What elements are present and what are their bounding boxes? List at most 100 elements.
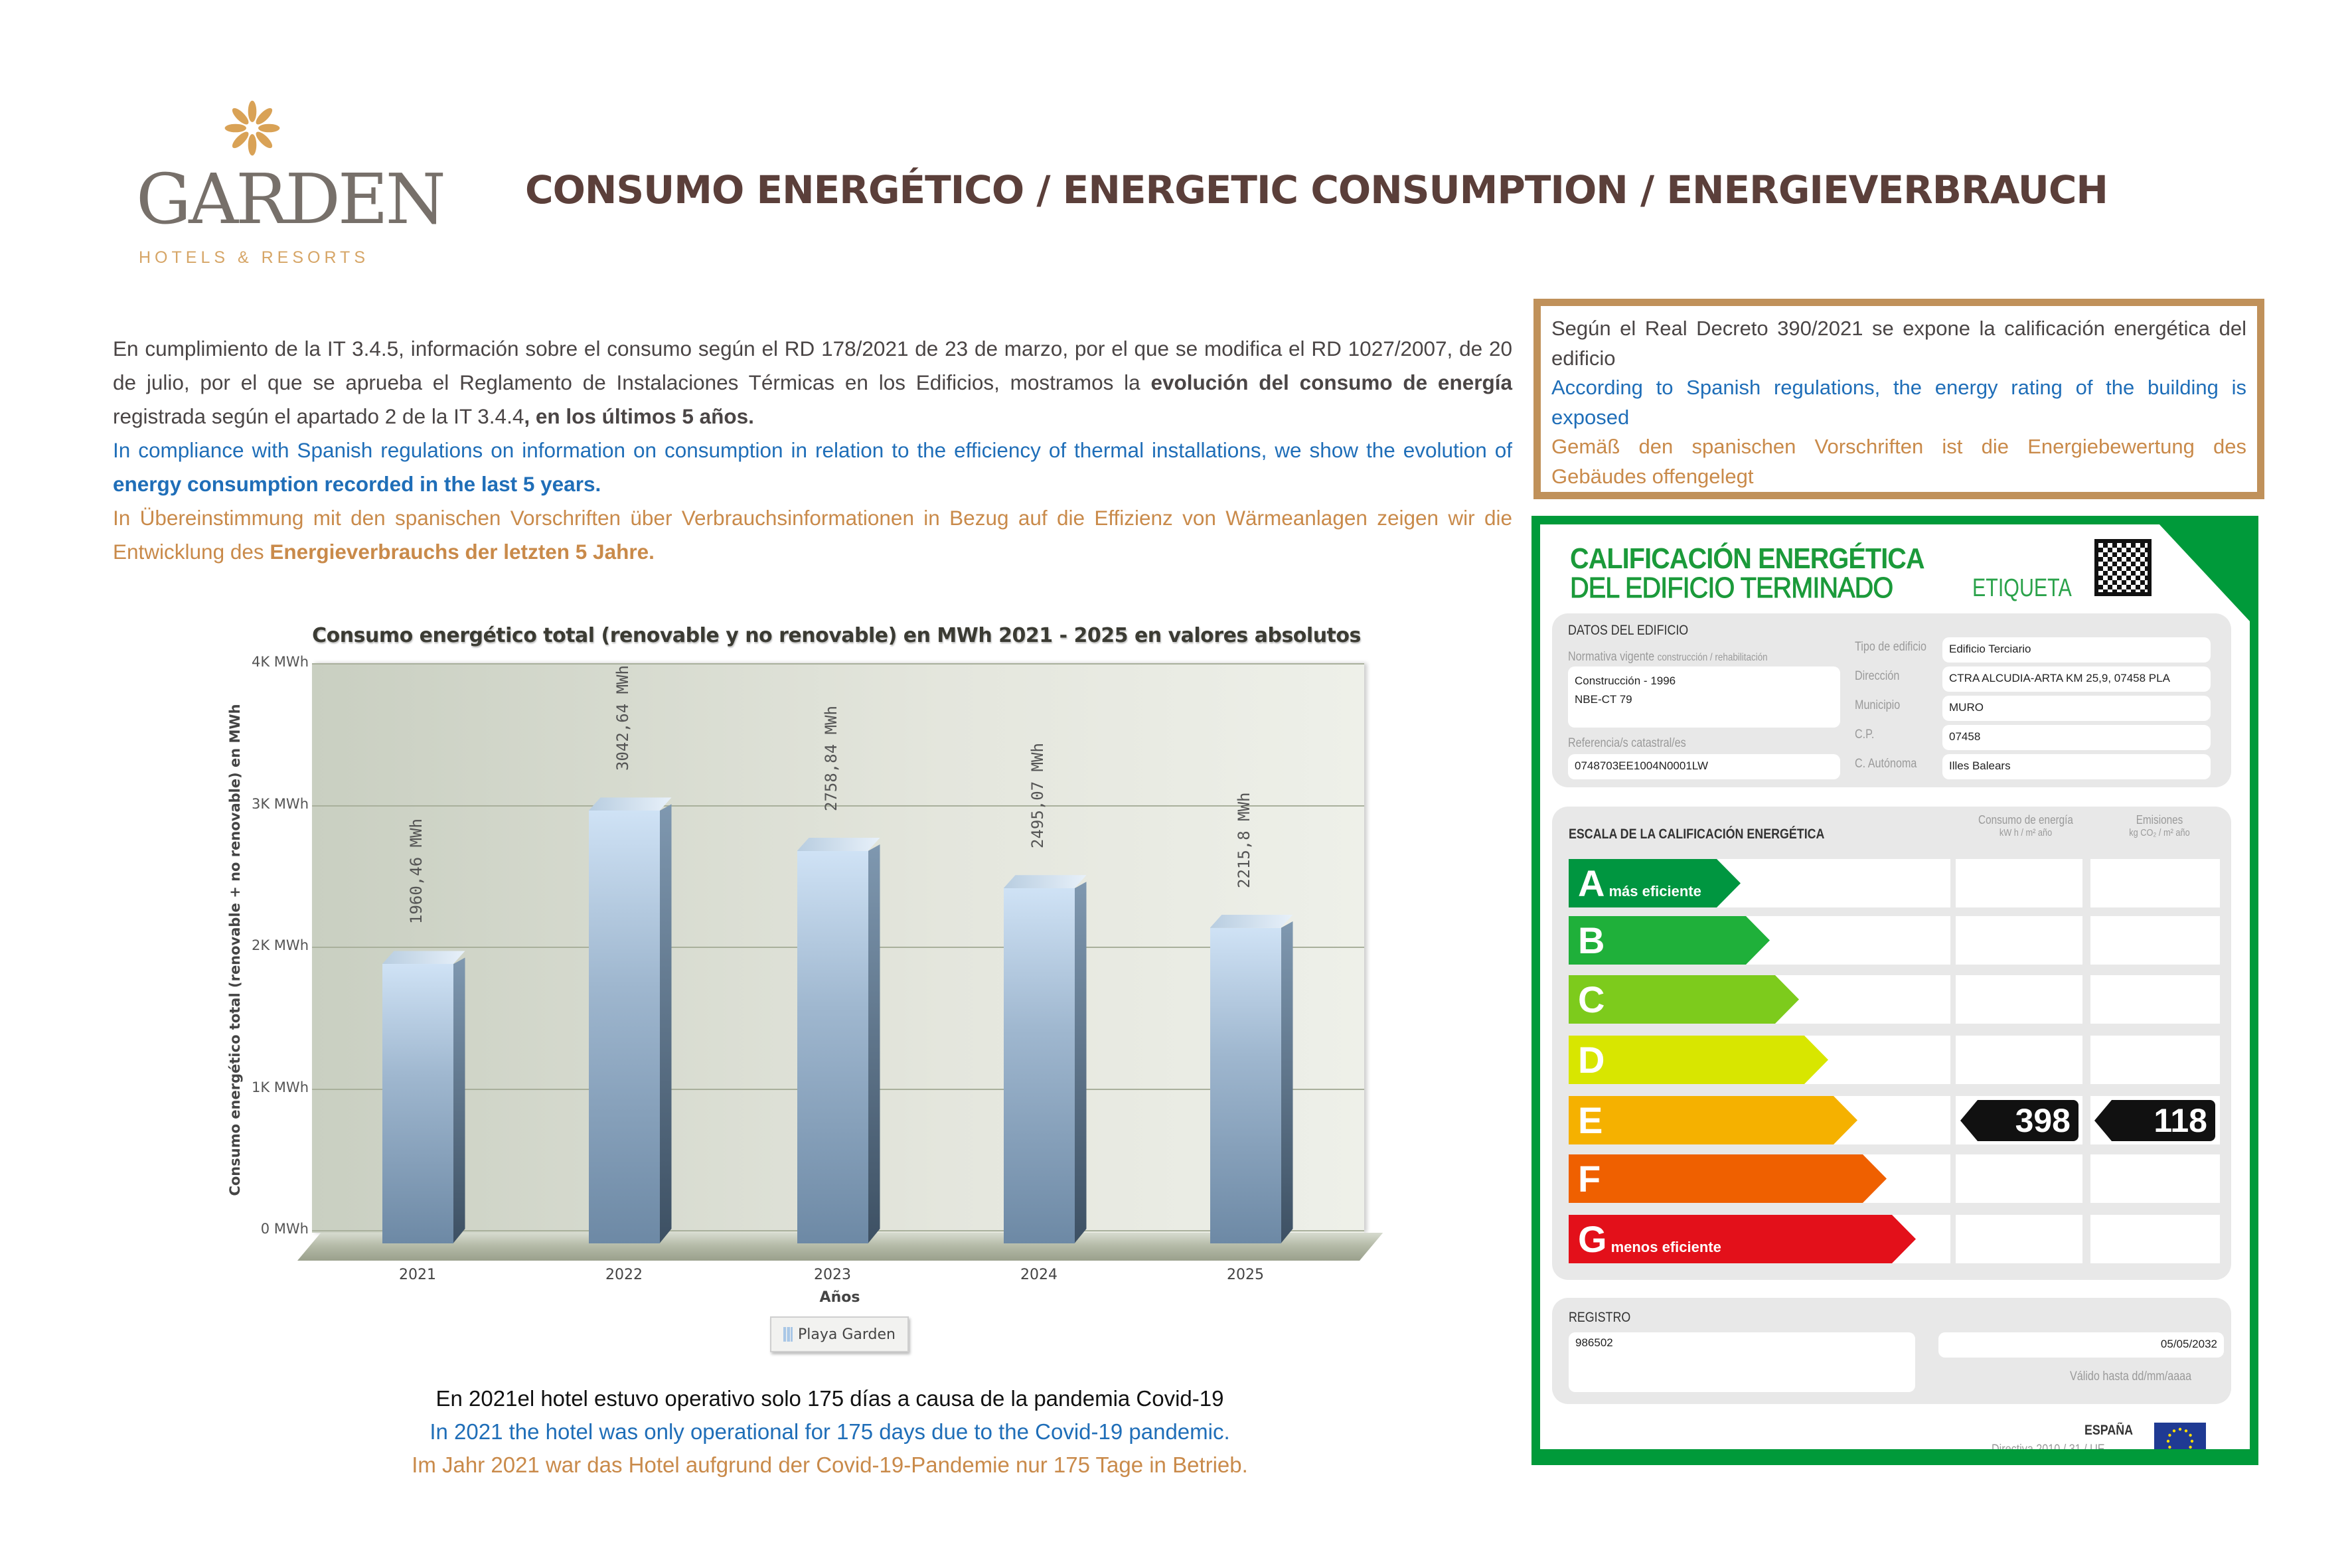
ca-label: C. Autónoma: [1855, 757, 1917, 771]
mun-label: Municipio: [1855, 698, 1901, 712]
rating-letter: C: [1578, 979, 1605, 1020]
data-labels: 1960,46 MWh 3042,64 MWh 2758,84 MWh 2495,07…: [312, 663, 1364, 1233]
rating-letter: E: [1578, 1099, 1603, 1141]
bar-top: [1004, 875, 1087, 888]
legend-item: Playa Garden: [798, 1326, 896, 1343]
gridline: [312, 805, 1364, 807]
rating-row-B: B: [1569, 916, 2233, 965]
chart-legend: Playa Garden: [770, 1316, 909, 1352]
label-title-2: DEL EDIFICIO TERMINADO: [1570, 572, 1894, 604]
text-bold: , en los últimos 5 años.: [524, 404, 754, 428]
text: Consumo de energía: [1978, 813, 2073, 826]
rating-note: menos eficiente: [1610, 1239, 1721, 1255]
x-tick-label: 2022: [605, 1267, 643, 1283]
bar-side: [1075, 882, 1087, 1243]
rating-arrow: D: [1569, 1036, 1828, 1084]
bar-chart-icon: [783, 1327, 793, 1342]
valid-until-label: Válido hasta dd/mm/aaaa: [2070, 1370, 2192, 1383]
bar-side: [1281, 921, 1293, 1243]
bar-2022: [588, 811, 660, 1243]
rating-letter: D: [1578, 1039, 1605, 1081]
gridline: [312, 663, 1364, 665]
rating-letter: A: [1578, 862, 1605, 904]
rating-letter: G: [1578, 1218, 1607, 1260]
cp-label: C.P.: [1855, 728, 1875, 742]
emisiones-cell: [2090, 975, 2220, 1024]
mun-field: MURO: [1942, 696, 2211, 721]
registro-number: 986502: [1569, 1332, 1915, 1392]
tipo-field: Edificio Terciario: [1942, 637, 2211, 663]
consumo-cell: [1956, 975, 2082, 1024]
rating-notice-es: Según el Real Decreto 390/2021 se expone…: [1551, 317, 2246, 370]
energy-label: CALIFICACIÓN ENERGÉTICA DEL EDIFICIO TER…: [1531, 516, 2258, 1465]
qr-code-icon: [2094, 539, 2152, 596]
directive: Directiva 2010 / 31 / UE: [1992, 1443, 2105, 1456]
data-label: 2215,8 MWh: [1235, 792, 1253, 888]
y-axis-label: Consumo energético total (renovable + no…: [227, 704, 243, 1196]
note-es: En 2021el hotel estuvo operativo solo 17…: [435, 1386, 1224, 1411]
data-label: 2495,07 MWh: [1028, 743, 1047, 849]
consumo-col-heading: Consumo de energía kW h / m² año: [1964, 813, 2088, 838]
bar-top: [797, 838, 880, 851]
text: In Übereinstimmung mit den spanischen Vo…: [113, 506, 1512, 564]
bar-side: [660, 804, 672, 1243]
y-tick-label: 3K MWh: [252, 795, 309, 812]
cp-field: 07458: [1942, 725, 2211, 750]
tipo-label: Tipo de edificio: [1855, 640, 1927, 654]
consumo-cell: [1956, 859, 2082, 907]
logo-wordmark: GARDEN: [136, 159, 446, 240]
rating-notice-de: Gemäß den spanischen Vorschriften ist di…: [1551, 435, 2246, 488]
text: construcción / rehabilitación: [1657, 652, 1768, 663]
consumo-cell: [1956, 1215, 2082, 1263]
data-label: 3042,64 MWh: [613, 665, 632, 771]
x-tick-label: 2025: [1227, 1267, 1264, 1283]
text: In compliance with Spanish regulations o…: [113, 438, 1512, 462]
data-label: 1960,46 MWh: [407, 819, 426, 925]
consumo-cell: [1956, 916, 2082, 965]
rating-arrow: E: [1569, 1096, 1857, 1144]
ca-field: Illes Balears: [1942, 754, 2211, 779]
data-label: 2758,84 MWh: [822, 706, 840, 811]
consumo-cell: [1956, 1036, 2082, 1084]
rating-arrow: C: [1569, 975, 1799, 1024]
bar-side: [868, 844, 880, 1243]
consumo-cell: [1956, 1154, 2082, 1203]
bar-top: [1210, 915, 1293, 928]
normativa-label: Normativa vigente construcción / rehabil…: [1568, 650, 1768, 665]
bar-2025: [1210, 927, 1281, 1243]
emisiones-cell: [2090, 916, 2220, 965]
rating-letter: F: [1578, 1158, 1601, 1200]
rating-note: más eficiente: [1608, 883, 1701, 900]
emisiones-cell: [2090, 859, 2220, 907]
note-en: In 2021 the hotel was only operational f…: [430, 1419, 1230, 1444]
rating-notice-box: Según el Real Decreto 390/2021 se expone…: [1533, 299, 2264, 499]
intro-en: In compliance with Spanish regulations o…: [113, 433, 1512, 501]
y-tick-label: 0 MWh: [260, 1221, 309, 1237]
text: kW h / m² año: [1999, 827, 2053, 838]
bar-2023: [797, 850, 868, 1243]
ref-label: Referencia/s catastral/es: [1568, 736, 1686, 750]
y-tick-label: 2K MWh: [252, 937, 309, 953]
y-tick-label: 1K MWh: [252, 1079, 309, 1095]
page-title: CONSUMO ENERGÉTICO / ENERGETIC CONSUMPTI…: [525, 167, 2108, 212]
emisiones-cell: [2090, 1036, 2220, 1084]
normativa-field: Construcción - 1996 NBE-CT 79: [1568, 666, 1840, 728]
bar-top: [382, 951, 465, 964]
bar-2024: [1003, 888, 1075, 1243]
rating-row-C: C: [1569, 975, 2233, 1024]
rating-notice-en: According to Spanish regulations, the en…: [1551, 376, 2246, 429]
dir-field: CTRA ALCUDIA-ARTA KM 25,9, 07458 PLA: [1942, 666, 2211, 692]
rating-row-E: E 398 118: [1569, 1096, 2233, 1144]
covid-notes: En 2021el hotel estuvo operativo solo 17…: [332, 1382, 1328, 1482]
text: Construcción - 1996: [1575, 674, 1676, 687]
bar-top: [589, 797, 672, 811]
eu-flag-icon: [2154, 1423, 2206, 1449]
text-bold: evolución del consumo de energía: [1150, 370, 1512, 394]
text: En cumplimiento de la IT 3.4.5, informac…: [113, 337, 1512, 394]
label-etiqueta: ETIQUETA: [1972, 574, 2072, 602]
country: ESPAÑA: [2084, 1423, 2134, 1438]
chart-title: Consumo energético total (renovable y no…: [312, 624, 1361, 647]
intro-de: In Übereinstimmung mit den spanischen Vo…: [113, 501, 1512, 569]
